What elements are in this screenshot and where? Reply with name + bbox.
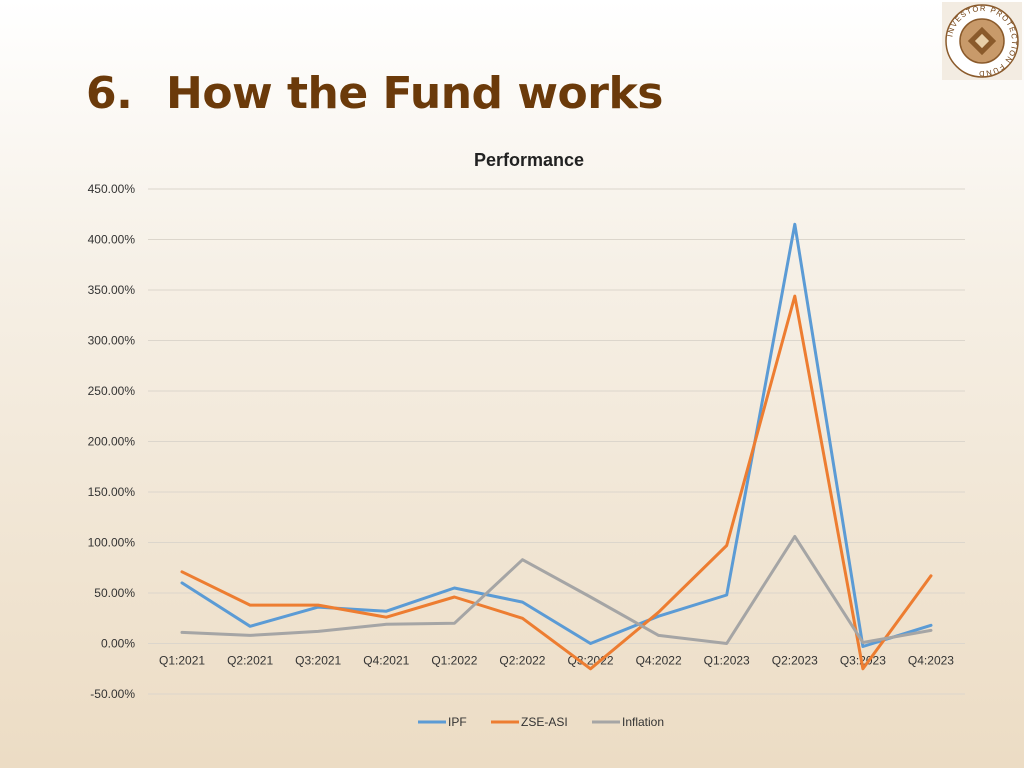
x-tick-label: Q3:2023 [840, 654, 886, 668]
legend-label: ZSE-ASI [521, 715, 568, 729]
x-tick-label: Q1:2023 [704, 654, 750, 668]
series-line-ipf [180, 222, 933, 648]
x-axis-ticks: Q1:2021 Q2:2021 Q3:2021 Q4:2021 Q1:2022 Q2:20… [159, 654, 954, 668]
ipf-logo: INVESTOR PROTECTION FUND [942, 2, 1022, 80]
x-tick-label: Q3:2022 [568, 654, 614, 668]
y-tick-label: 450.00% [88, 182, 136, 196]
y-tick-label: -50.00% [90, 687, 135, 701]
legend-label: Inflation [622, 715, 664, 729]
y-tick-label: 300.00% [88, 334, 136, 348]
chart-title: Performance [474, 150, 584, 170]
y-tick-label: 0.00% [101, 637, 135, 651]
slide-title-text: How the Fund works [166, 68, 663, 119]
y-tick-label: 400.00% [88, 233, 136, 247]
series-line-zse-asi [180, 294, 933, 671]
slide-number: 6. [86, 68, 133, 119]
x-tick-label: Q2:2022 [499, 654, 545, 668]
chart-legend: IPF ZSE-ASI Inflation [418, 715, 664, 729]
y-tick-label: 50.00% [94, 586, 135, 600]
ipf-seal-icon: INVESTOR PROTECTION FUND [945, 4, 1019, 78]
chart-gridlines [148, 188, 965, 695]
chart-series [180, 222, 933, 671]
y-tick-label: 250.00% [88, 384, 136, 398]
x-tick-label: Q3:2021 [295, 654, 341, 668]
x-tick-label: Q2:2021 [227, 654, 273, 668]
x-tick-label: Q1:2021 [159, 654, 205, 668]
legend-label: IPF [448, 715, 467, 729]
y-tick-label: 100.00% [88, 536, 136, 550]
y-tick-label: 200.00% [88, 435, 136, 449]
y-axis-ticks: 450.00% 400.00% 350.00% 300.00% 250.00% 200.0… [88, 182, 136, 701]
y-tick-label: 350.00% [88, 283, 136, 297]
y-tick-label: 150.00% [88, 485, 136, 499]
slide-title: 6. How the Fund works [86, 68, 663, 119]
x-tick-label: Q4:2022 [636, 654, 682, 668]
x-tick-label: Q4:2023 [908, 654, 954, 668]
x-tick-label: Q1:2022 [431, 654, 477, 668]
x-tick-label: Q4:2021 [363, 654, 409, 668]
x-tick-label: Q2:2023 [772, 654, 818, 668]
series-line-inflation [180, 534, 933, 645]
